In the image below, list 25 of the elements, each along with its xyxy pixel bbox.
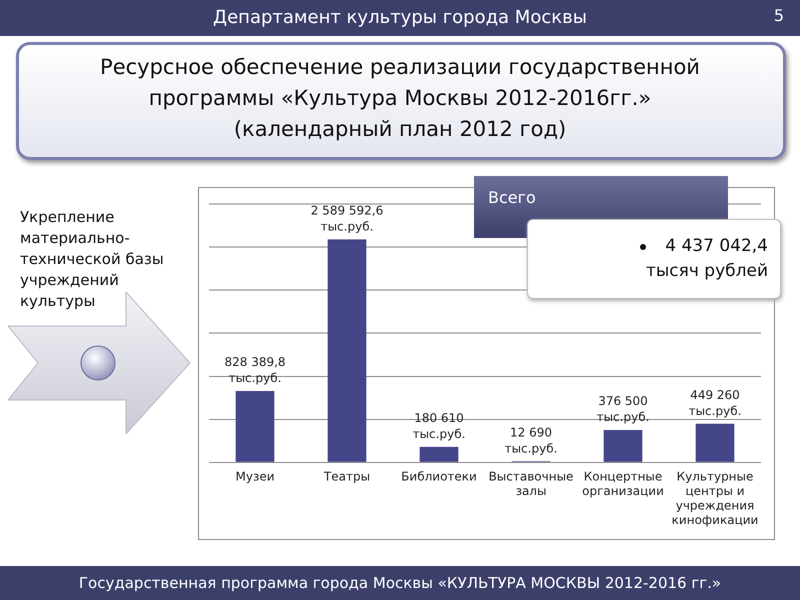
- chart-subtitle: (календарный план 2012 год): [232, 116, 568, 143]
- text: Государственная программа города Москвы «КУЛЬТУРА МОСКВЫ 2012-2016 гг.»: [0, 566, 800, 600]
- data-label: 376 500 тыс.руб.: [596, 394, 650, 424]
- data-label: 180 610 тыс.руб.: [412, 410, 466, 441]
- bar: [420, 446, 458, 462]
- x-tick-label: Музеи: [235, 470, 275, 484]
- callout-panel: 4 437 042,4 тысяч рублей: [527, 219, 781, 299]
- text: 5: [774, 5, 784, 27]
- x-tick-label: Библиотеки: [401, 470, 477, 484]
- text: Департамент культуры города Москвы: [213, 7, 587, 28]
- x-tick-label: Концертные организации: [582, 470, 664, 498]
- bar: [696, 424, 734, 462]
- bar: [604, 430, 642, 462]
- x-tick-label: Культурные центры и учреждения кинофикации: [672, 470, 758, 527]
- text: Укрепление материально-технической базы учреждений культуры: [20, 207, 165, 312]
- data-label: 12 690 тыс.руб.: [504, 425, 558, 456]
- x-tick-label: Театры: [322, 470, 370, 484]
- bar: [236, 391, 274, 462]
- annotation: 4 437 042,4 тысяч рублей: [644, 235, 768, 283]
- x-tick-label: Выставочные залы: [488, 470, 574, 498]
- data-label: 2 589 592,6 тыс.руб.: [310, 203, 384, 234]
- bar: [328, 239, 366, 462]
- data-label: 828 389,8 тыс.руб.: [224, 355, 286, 386]
- chart-title: Ресурсное обеспечение реализации государственной программы «Культура Москвы 2012-2016гг.»: [100, 54, 700, 112]
- data-label: 449 260 тыс.руб.: [688, 388, 742, 418]
